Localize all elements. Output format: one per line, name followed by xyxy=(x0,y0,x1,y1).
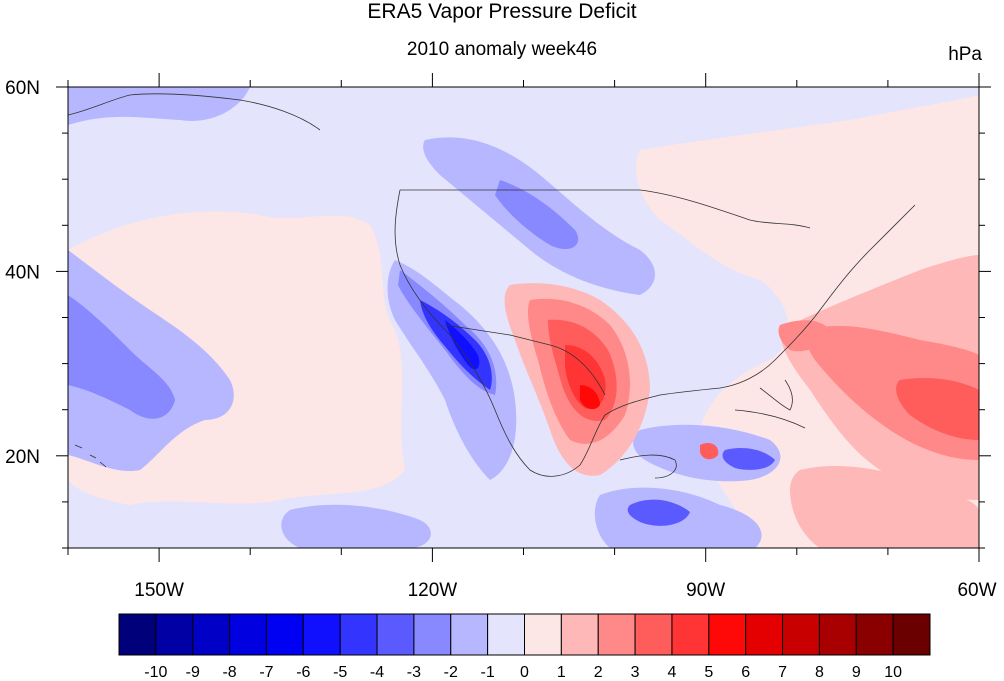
lat-label-60n: 60N xyxy=(5,78,40,99)
axis-ticks xyxy=(56,73,991,562)
field-east-pacific-negative xyxy=(281,504,431,548)
colorbar-label: -3 xyxy=(407,664,421,681)
colorbar-label: -10 xyxy=(144,664,167,681)
colorbar-swatch xyxy=(229,613,267,656)
field-california-peak-negative xyxy=(445,320,480,370)
coastline-cuba xyxy=(734,409,806,429)
colorbar-label: 3 xyxy=(631,664,640,681)
field-atlantic-positive-3 xyxy=(896,378,979,440)
chart-title: ERA5 Vapor Pressure Deficit xyxy=(367,0,637,23)
colorbar-label: -8 xyxy=(222,664,236,681)
field-texas-positive-5 xyxy=(580,385,600,410)
anomaly-field xyxy=(68,87,979,548)
colorbar-label: 8 xyxy=(815,664,824,681)
lon-label-150w: 150W xyxy=(134,580,184,601)
colorbar-label: -5 xyxy=(333,664,347,681)
colorbar-swatch xyxy=(892,613,931,656)
colorbar-swatch xyxy=(302,613,341,656)
colorbar-swatch xyxy=(376,613,415,656)
colorbar-swatch xyxy=(855,613,894,656)
coastline-hawaii xyxy=(74,444,107,468)
field-central-america-core xyxy=(627,499,690,526)
field-great-basin-core xyxy=(495,180,579,250)
colorbar-swatch xyxy=(560,613,599,656)
colorbar-swatch xyxy=(818,613,857,656)
colorbar-swatch xyxy=(487,613,525,656)
coastline-alaska xyxy=(67,93,321,131)
colorbar-swatch xyxy=(265,613,304,656)
colorbar-label: 10 xyxy=(884,664,902,681)
coastline-florida xyxy=(759,379,793,411)
coastline-yucatan xyxy=(619,454,677,479)
colorbar-label: -2 xyxy=(444,664,458,681)
border-us-mexico xyxy=(444,324,606,396)
colorbar-label: -7 xyxy=(259,664,273,681)
units-label: hPa xyxy=(948,44,982,65)
colorbar-label: -1 xyxy=(481,664,495,681)
colorbar-label: 5 xyxy=(704,664,713,681)
colorbar-label: 6 xyxy=(741,664,750,681)
colorbar-label: -4 xyxy=(370,664,384,681)
field-pacific-west-core xyxy=(68,295,175,419)
lon-label-120w: 120W xyxy=(408,580,458,601)
colorbar-label: 1 xyxy=(557,664,566,681)
colorbar-swatch xyxy=(671,613,710,656)
colorbar-label: 7 xyxy=(778,664,787,681)
colorbar-label: -6 xyxy=(296,664,310,681)
colorbar-label: 9 xyxy=(852,664,861,681)
coastline-north-america xyxy=(394,189,916,477)
colorbar-swatch xyxy=(450,613,489,656)
chart-subtitle: 2010 anomaly week46 xyxy=(406,39,598,60)
colorbar-swatch xyxy=(339,613,378,656)
colorbar-swatch xyxy=(782,613,820,656)
lat-label-40n: 40N xyxy=(5,262,40,283)
lon-label-60w: 60W xyxy=(957,580,996,601)
border-us-canada xyxy=(400,189,811,229)
colorbar-label: 4 xyxy=(668,664,677,681)
colorbar-swatch xyxy=(745,613,784,656)
colorbar-swatch xyxy=(192,613,231,656)
colorbar-swatch xyxy=(413,613,452,656)
field-pacific-west-negative xyxy=(68,250,234,472)
field-caribbean-positive-spot xyxy=(700,443,719,460)
colorbar-swatch xyxy=(155,613,194,656)
colorbar-swatch xyxy=(634,613,673,656)
field-tropical-atlantic-positive xyxy=(790,465,979,548)
colorbar-label: -9 xyxy=(186,664,200,681)
colorbar-label: 0 xyxy=(520,664,529,681)
field-caribbean-core xyxy=(722,448,775,470)
lat-label-20n: 20N xyxy=(5,447,40,468)
colorbar-swatch xyxy=(597,613,636,656)
colorbar-label: 2 xyxy=(594,664,603,681)
lon-label-90w: 90W xyxy=(686,580,725,601)
colorbar-swatch xyxy=(118,613,157,656)
colorbar: -10 -9 -8 -7 -6 -5 -4 -3 -2 -1 0 1 2 3 4 5 6 7 8 9 10 xyxy=(118,613,931,681)
colorbar-swatch xyxy=(708,613,747,656)
colorbar-swatch xyxy=(524,613,562,656)
coastlines xyxy=(67,93,916,479)
